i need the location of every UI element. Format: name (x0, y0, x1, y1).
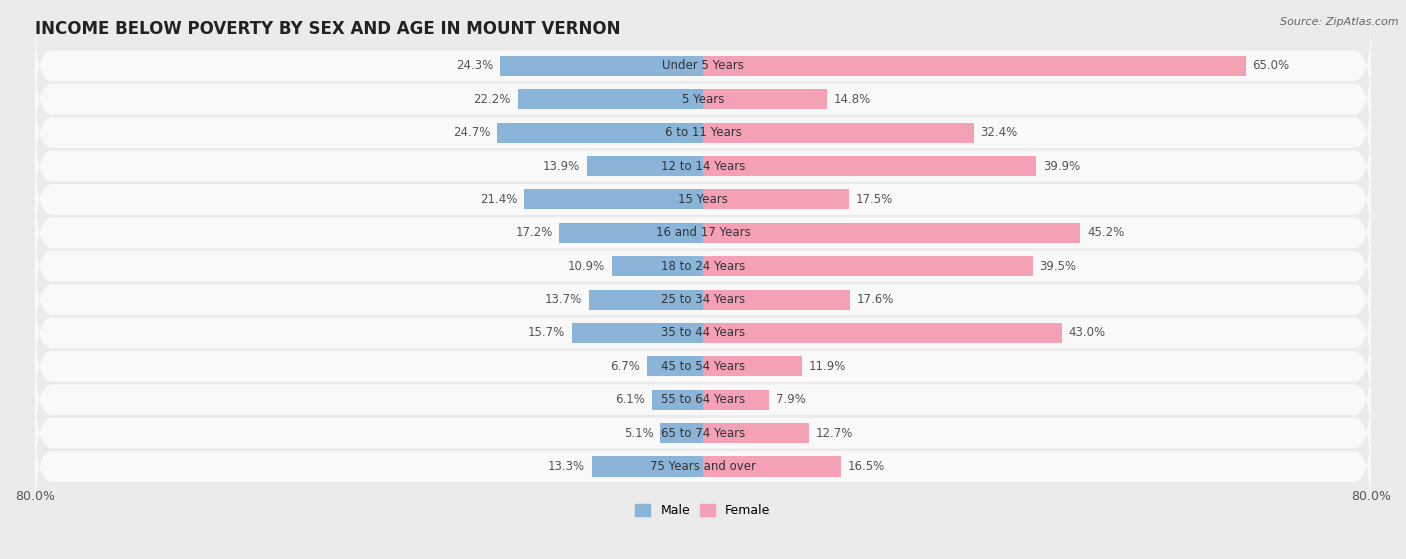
Text: 17.2%: 17.2% (516, 226, 553, 239)
Text: 45 to 54 Years: 45 to 54 Years (661, 360, 745, 373)
Text: 6.1%: 6.1% (616, 393, 645, 406)
Text: 5.1%: 5.1% (624, 427, 654, 439)
Text: 11.9%: 11.9% (808, 360, 846, 373)
Bar (524, 190, 703, 210)
Bar (703, 89, 827, 110)
Text: 39.5%: 39.5% (1039, 260, 1077, 273)
FancyBboxPatch shape (35, 81, 1371, 184)
FancyBboxPatch shape (35, 382, 1371, 485)
Legend: Male, Female: Male, Female (630, 499, 776, 522)
FancyBboxPatch shape (35, 15, 1371, 117)
Text: 17.5%: 17.5% (856, 193, 893, 206)
Text: 13.3%: 13.3% (548, 460, 585, 473)
Text: 18 to 24 Years: 18 to 24 Years (661, 260, 745, 273)
Bar (703, 256, 1033, 276)
Text: 7.9%: 7.9% (776, 393, 806, 406)
Text: 32.4%: 32.4% (980, 126, 1018, 139)
Text: 6.7%: 6.7% (610, 360, 640, 373)
Text: 55 to 64 Years: 55 to 64 Years (661, 393, 745, 406)
Text: 13.7%: 13.7% (544, 293, 582, 306)
Bar (703, 56, 1246, 76)
Bar (703, 290, 851, 310)
Bar (652, 390, 703, 410)
Text: 10.9%: 10.9% (568, 260, 606, 273)
Text: 75 Years and over: 75 Years and over (650, 460, 756, 473)
Text: 35 to 44 Years: 35 to 44 Years (661, 326, 745, 339)
Bar (586, 156, 703, 176)
Bar (560, 223, 703, 243)
Text: 65 to 74 Years: 65 to 74 Years (661, 427, 745, 439)
Bar (703, 190, 849, 210)
Text: 39.9%: 39.9% (1043, 159, 1080, 173)
Bar (517, 89, 703, 110)
Bar (703, 457, 841, 476)
FancyBboxPatch shape (35, 148, 1371, 251)
Text: 12 to 14 Years: 12 to 14 Years (661, 159, 745, 173)
Text: 43.0%: 43.0% (1069, 326, 1107, 339)
Text: 12.7%: 12.7% (815, 427, 853, 439)
Text: Source: ZipAtlas.com: Source: ZipAtlas.com (1281, 17, 1399, 27)
FancyBboxPatch shape (35, 215, 1371, 318)
Bar (703, 156, 1036, 176)
FancyBboxPatch shape (35, 315, 1371, 418)
Text: 16.5%: 16.5% (848, 460, 884, 473)
Text: 14.8%: 14.8% (834, 93, 870, 106)
Text: Under 5 Years: Under 5 Years (662, 59, 744, 72)
Bar (589, 290, 703, 310)
Text: 5 Years: 5 Years (682, 93, 724, 106)
Text: 16 and 17 Years: 16 and 17 Years (655, 226, 751, 239)
Bar (647, 356, 703, 376)
Bar (612, 256, 703, 276)
Bar (703, 390, 769, 410)
Text: 65.0%: 65.0% (1253, 59, 1289, 72)
Text: 22.2%: 22.2% (474, 93, 510, 106)
Text: 17.6%: 17.6% (856, 293, 894, 306)
Text: 24.3%: 24.3% (456, 59, 494, 72)
FancyBboxPatch shape (35, 348, 1371, 451)
Bar (592, 457, 703, 476)
Text: 21.4%: 21.4% (481, 193, 517, 206)
FancyBboxPatch shape (35, 181, 1371, 284)
FancyBboxPatch shape (35, 48, 1371, 151)
Text: 15 Years: 15 Years (678, 193, 728, 206)
Text: 24.7%: 24.7% (453, 126, 491, 139)
Bar (496, 122, 703, 143)
Bar (501, 56, 703, 76)
FancyBboxPatch shape (35, 115, 1371, 217)
Bar (703, 323, 1062, 343)
Text: 15.7%: 15.7% (529, 326, 565, 339)
Bar (572, 323, 703, 343)
Text: 25 to 34 Years: 25 to 34 Years (661, 293, 745, 306)
Bar (703, 223, 1080, 243)
FancyBboxPatch shape (35, 248, 1371, 351)
Text: 45.2%: 45.2% (1087, 226, 1125, 239)
Bar (661, 423, 703, 443)
Text: INCOME BELOW POVERTY BY SEX AND AGE IN MOUNT VERNON: INCOME BELOW POVERTY BY SEX AND AGE IN M… (35, 20, 620, 37)
FancyBboxPatch shape (35, 415, 1371, 518)
Text: 13.9%: 13.9% (543, 159, 581, 173)
Bar (703, 122, 973, 143)
Bar (703, 356, 803, 376)
Text: 6 to 11 Years: 6 to 11 Years (665, 126, 741, 139)
FancyBboxPatch shape (35, 282, 1371, 385)
Bar (703, 423, 808, 443)
